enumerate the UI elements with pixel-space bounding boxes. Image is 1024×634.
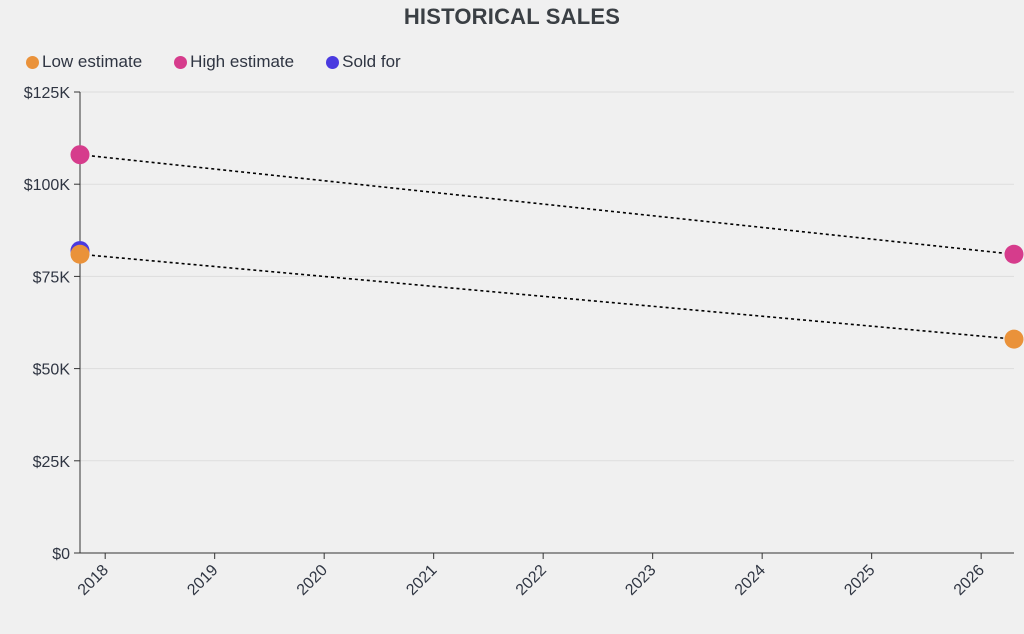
- trend-line: [79, 253, 1015, 340]
- x-tick-label: 2022: [513, 562, 550, 599]
- axes: $0 $25K $50K $75K $100K $125K 2018 2019 2020 2021…: [24, 85, 1014, 599]
- legend-item-low-estimate[interactable]: Low estimate: [26, 52, 142, 72]
- data-point-high-estimate: [70, 145, 90, 165]
- y-tick-label: $25K: [33, 454, 71, 471]
- legend-item-sold-for[interactable]: Sold for: [326, 52, 401, 72]
- data-point-low-estimate: [70, 244, 90, 264]
- chart-title: HISTORICAL SALES: [403, 4, 621, 29]
- data-points: [70, 145, 1024, 349]
- y-tick-label: $50K: [33, 362, 71, 379]
- x-tick-label: 2019: [184, 562, 221, 599]
- grid-lines: [80, 91, 1014, 462]
- legend-label-sold-for: Sold for: [342, 52, 401, 71]
- x-tick-label: 2018: [75, 562, 112, 599]
- x-tick-label: 2024: [732, 562, 769, 599]
- x-tick-label: 2020: [294, 562, 331, 599]
- y-tick-label: $125K: [24, 85, 71, 102]
- x-tick-label: 2026: [951, 562, 988, 599]
- chart-legend: Low estimate High estimate Sold for: [26, 51, 401, 73]
- y-tick-label: $0: [52, 546, 70, 563]
- data-point-high-estimate: [1004, 244, 1024, 264]
- legend-label-low-estimate: Low estimate: [42, 52, 143, 71]
- data-point-low-estimate: [1004, 329, 1024, 349]
- legend-item-high-estimate[interactable]: High estimate: [174, 52, 294, 72]
- trend-line: [79, 153, 1015, 256]
- y-tick-label: $100K: [24, 177, 71, 194]
- x-tick-label: 2025: [841, 562, 878, 599]
- legend-marker-sold-for: [326, 55, 340, 69]
- x-tick-label: 2021: [403, 562, 440, 599]
- trend-lines: [79, 153, 1015, 340]
- y-tick-label: $75K: [33, 269, 71, 286]
- legend-marker-low-estimate: [26, 55, 39, 69]
- legend-label-high-estimate: High estimate: [190, 52, 295, 71]
- legend-marker-high-estimate: [174, 55, 188, 69]
- x-tick-label: 2023: [622, 562, 659, 599]
